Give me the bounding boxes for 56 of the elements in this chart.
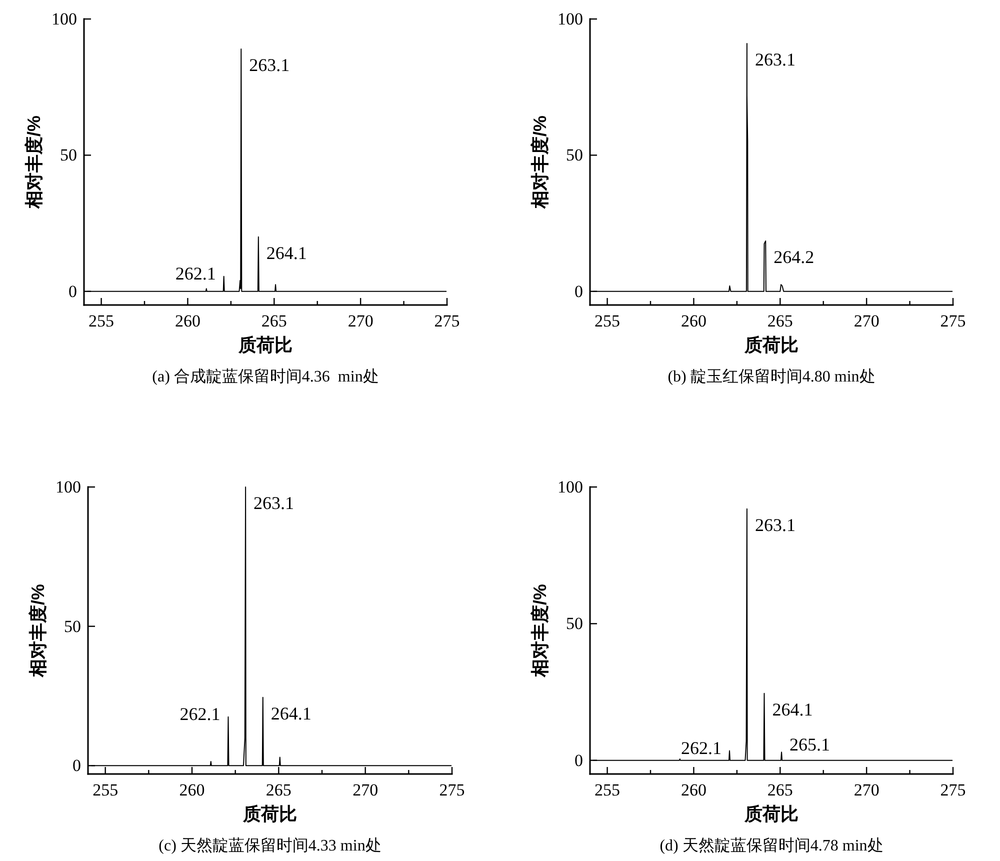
y-tick-label: 50 bbox=[566, 614, 583, 634]
annotation: 265.1 bbox=[790, 734, 830, 754]
x-tick-label: 275 bbox=[940, 312, 966, 330]
x-axis-title: 质荷比 bbox=[744, 335, 798, 355]
x-tick-label: 270 bbox=[352, 780, 378, 800]
x-tick-label: 255 bbox=[88, 312, 114, 330]
annotation: 264.1 bbox=[772, 699, 813, 720]
x-tick-label: 270 bbox=[854, 312, 880, 330]
text: (d) 天然靛蓝保留时间4.78 min处 bbox=[660, 836, 884, 854]
y-tick-label: 100 bbox=[52, 10, 77, 28]
y-tick-label: 100 bbox=[558, 10, 583, 28]
y-tick-label: 0 bbox=[72, 756, 81, 776]
y-tick-label: 100 bbox=[56, 478, 81, 496]
x-tick-label: 260 bbox=[680, 780, 706, 800]
y-tick-label: 100 bbox=[558, 478, 583, 496]
x-tick-label: 265 bbox=[767, 780, 793, 800]
x-tick-label: 270 bbox=[348, 312, 374, 330]
x-tick-label: 260 bbox=[174, 312, 200, 330]
x-axis-title: 质荷比 bbox=[238, 335, 292, 355]
x-tick-label: 265 bbox=[261, 312, 287, 330]
y-axis-title: 相对丰度/% bbox=[530, 584, 550, 678]
y-tick-label: 50 bbox=[566, 146, 583, 165]
x-axis-title: 质荷比 bbox=[744, 804, 798, 824]
x-tick-label: 265 bbox=[266, 780, 292, 800]
y-tick-label: 0 bbox=[574, 282, 583, 301]
annotation: 263.1 bbox=[254, 493, 294, 513]
x-tick-label: 260 bbox=[680, 312, 706, 330]
y-tick-label: 50 bbox=[64, 616, 81, 636]
annotation: 262.1 bbox=[175, 263, 216, 284]
x-tick-label: 275 bbox=[940, 780, 966, 800]
x-tick-label: 260 bbox=[179, 780, 205, 800]
annotation: 264.1 bbox=[266, 242, 307, 263]
annotation: 263.1 bbox=[754, 514, 796, 535]
y-axis-title: 相对丰度/% bbox=[24, 115, 44, 210]
annotation: 264.2 bbox=[774, 246, 814, 267]
x-axis-title: 质荷比 bbox=[242, 804, 297, 824]
x-tick-label: 255 bbox=[92, 780, 118, 800]
x-tick-label: 265 bbox=[767, 312, 793, 330]
annotation: 264.1 bbox=[270, 703, 312, 724]
x-tick-label: 275 bbox=[439, 780, 465, 800]
text: (b) 靛玉红保留时间4.80 min处 bbox=[668, 368, 876, 386]
annotation: 262.1 bbox=[180, 704, 220, 724]
annotation: 263.1 bbox=[249, 54, 290, 75]
y-axis-title: 相对丰度/% bbox=[530, 115, 550, 210]
x-tick-label: 270 bbox=[854, 780, 880, 800]
y-tick-label: 0 bbox=[68, 282, 77, 301]
x-tick-label: 255 bbox=[594, 312, 620, 330]
y-axis-title: 相对丰度/% bbox=[28, 584, 48, 678]
annotation: 262.1 bbox=[680, 738, 722, 758]
y-tick-label: 0 bbox=[574, 750, 583, 770]
text: (c) 天然靛蓝保留时间4.33 min处 bbox=[158, 836, 382, 854]
x-tick-label: 255 bbox=[594, 780, 620, 800]
text: (a) 合成靛蓝保留时间4.36 min处 bbox=[152, 368, 379, 386]
x-tick-label: 275 bbox=[434, 312, 460, 330]
y-tick-label: 50 bbox=[60, 146, 77, 165]
annotation: 263.1 bbox=[754, 50, 796, 70]
